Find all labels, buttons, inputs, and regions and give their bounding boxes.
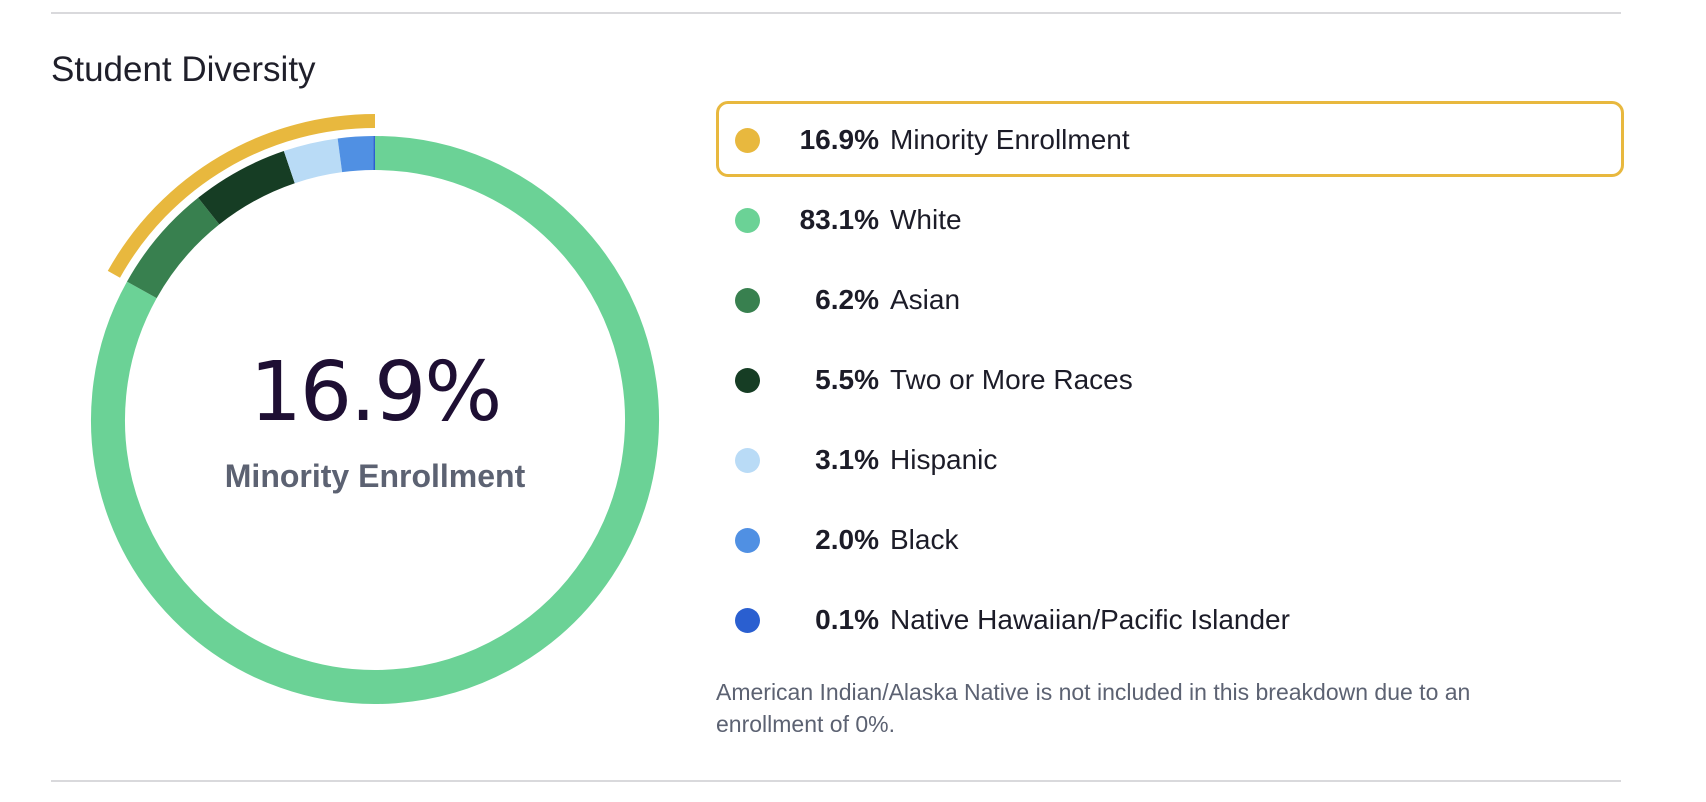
legend-percent: 83.1%: [799, 204, 879, 235]
legend-label: Native Hawaiian/Pacific Islander: [890, 604, 1290, 635]
legend-dot-icon: [735, 448, 760, 473]
legend-label: Asian: [890, 284, 961, 315]
legend-label: Two or More Races: [890, 364, 1133, 395]
legend-percent: 2.0%: [815, 524, 879, 555]
center-label: Minority Enrollment: [224, 458, 526, 494]
legend-percent: 0.1%: [815, 604, 879, 635]
legend-dot-icon: [735, 288, 760, 313]
legend-row-two-or-more-races[interactable]: 5.5% Two or More Races: [716, 341, 1624, 417]
legend-label: Hispanic: [890, 444, 998, 475]
legend-row-hispanic[interactable]: 3.1% Hispanic: [716, 421, 1624, 497]
legend-dot-icon: [735, 128, 760, 153]
donut-segment-hispanic[interactable]: [283, 138, 343, 184]
footnote: American Indian/Alaska Native is not inc…: [716, 679, 1471, 737]
legend-row-white[interactable]: 83.1% White: [716, 181, 1624, 257]
donut-highlight-minority-enrollment: [107, 114, 376, 278]
legend-dot-icon: [735, 368, 760, 393]
legend-row-minority-enrollment[interactable]: 16.9% Minority Enrollment: [716, 101, 1624, 177]
bottom-divider: [51, 780, 1621, 782]
legend-row-native-hawaiian-pacific-islander[interactable]: 0.1% Native Hawaiian/Pacific Islander: [716, 581, 1624, 657]
legend: 16.9% Minority Enrollment 83.1% White 6.…: [716, 101, 1624, 661]
legend-dot-icon: [735, 528, 760, 553]
donut-segment-black[interactable]: [337, 136, 374, 173]
diversity-donut-chart: [91, 114, 659, 704]
center-value: 16.9%: [249, 345, 503, 440]
legend-row-black[interactable]: 2.0% Black: [716, 501, 1624, 577]
top-divider: [51, 12, 1621, 14]
legend-label: White: [890, 204, 962, 235]
donut-segment-white[interactable]: [91, 136, 659, 704]
legend-dot-icon: [735, 208, 760, 233]
legend-percent: 6.2%: [815, 284, 879, 315]
legend-percent: 5.5%: [815, 364, 879, 395]
section-title: Student Diversity: [51, 50, 316, 89]
legend-label: Black: [890, 524, 959, 555]
legend-percent: 16.9%: [799, 124, 879, 155]
donut-segment-asian[interactable]: [126, 197, 220, 299]
donut-segment-two-or-more-races[interactable]: [198, 151, 296, 225]
legend-percent: 3.1%: [815, 444, 879, 475]
legend-label: Minority Enrollment: [890, 124, 1130, 155]
legend-row-asian[interactable]: 6.2% Asian: [716, 261, 1624, 337]
legend-dot-icon: [735, 608, 760, 633]
